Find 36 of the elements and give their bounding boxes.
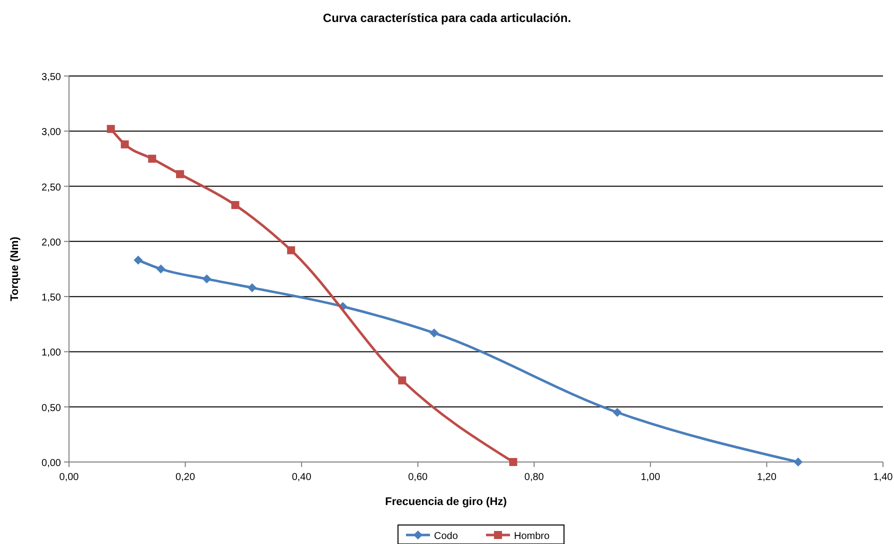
y-tick-label: 0,00 xyxy=(42,458,62,469)
point xyxy=(430,328,439,338)
point xyxy=(398,376,406,384)
x-tick-label: 1,20 xyxy=(756,472,777,483)
point xyxy=(248,283,257,292)
y-tick-label: 2,50 xyxy=(42,182,62,194)
x-tick-label: 0,80 xyxy=(524,472,544,483)
chart-title: Curva característica para cada articulación. xyxy=(322,11,572,25)
legend-label: Codo xyxy=(434,531,458,542)
point xyxy=(106,124,115,133)
x-tick-label: 1,40 xyxy=(873,472,894,483)
point xyxy=(794,458,803,466)
legend-label: Hombro xyxy=(514,531,550,542)
point xyxy=(148,154,156,163)
point xyxy=(509,458,518,466)
point xyxy=(202,274,212,284)
y-tick-label: 3,00 xyxy=(42,127,62,138)
y-tick-label: 1,00 xyxy=(42,348,62,359)
y-tick-label: 2,00 xyxy=(42,237,62,248)
x-axis-title: Frecuencia de giro (Hz) xyxy=(385,496,508,508)
x-tick-label: 1,00 xyxy=(640,472,661,483)
y-tick-label: 1,50 xyxy=(42,292,62,304)
x-tick-label: 0,20 xyxy=(176,472,196,483)
point xyxy=(120,140,129,148)
x-tick-label: 0,60 xyxy=(408,472,428,483)
point xyxy=(231,201,240,210)
point xyxy=(156,264,166,274)
y-axis-title: Torque (Nm) xyxy=(9,236,21,302)
point xyxy=(134,256,143,265)
point xyxy=(612,408,622,417)
y-tick-label: 0,50 xyxy=(42,402,62,414)
x-tick-label: 0,00 xyxy=(59,472,80,483)
x-tick-label: 0,40 xyxy=(292,472,312,483)
point xyxy=(287,246,296,254)
y-tick-label: 3,50 xyxy=(42,72,62,83)
point xyxy=(176,170,184,178)
